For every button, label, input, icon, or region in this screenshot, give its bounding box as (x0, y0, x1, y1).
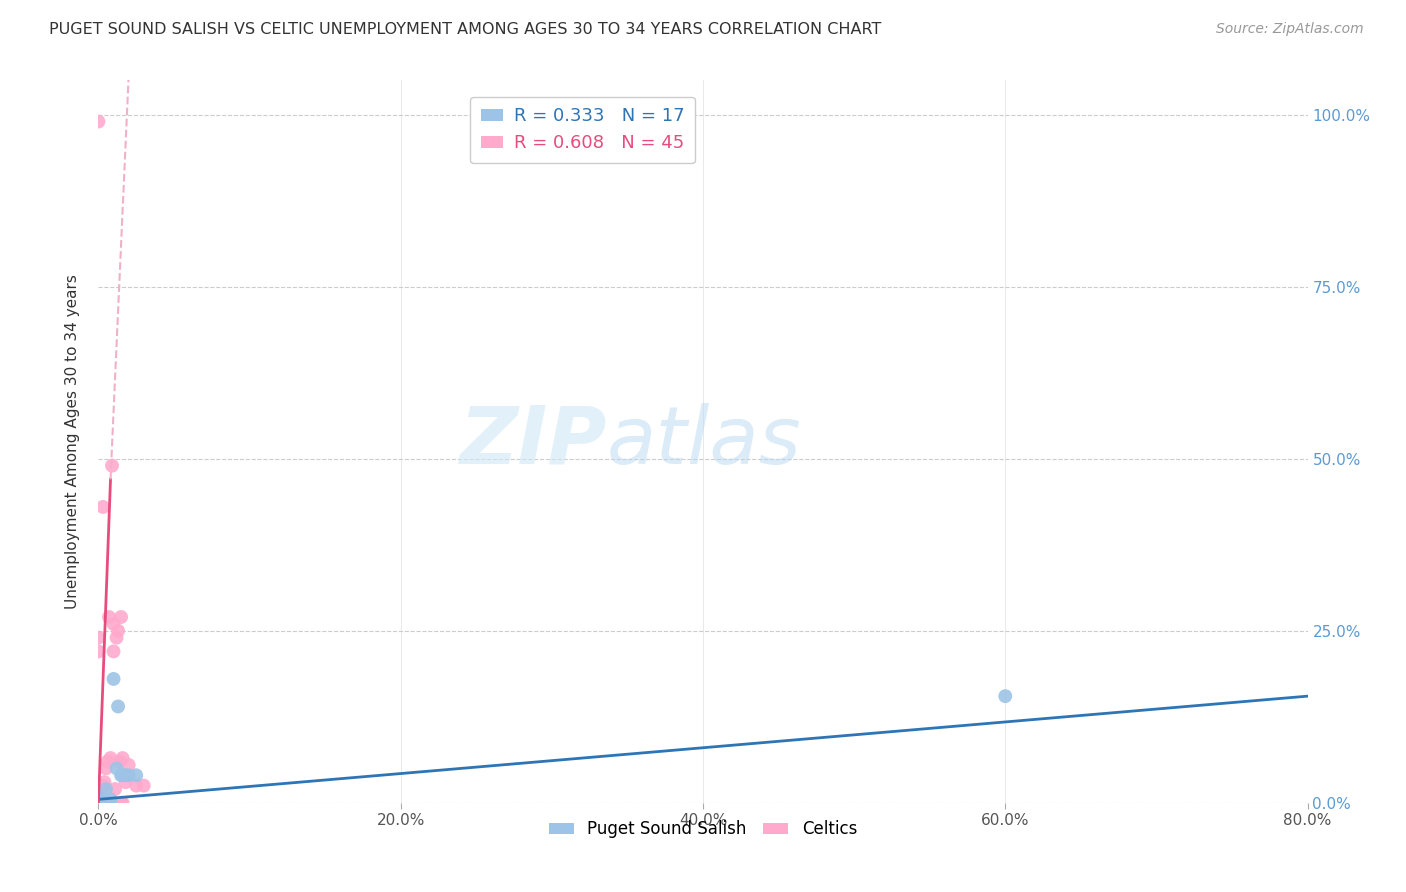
Text: ZIP: ZIP (458, 402, 606, 481)
Point (87, 796, 110, 810)
Point (90, 796, 112, 810)
Point (125, 768, 148, 782)
Point (105, 761, 128, 775)
Point (103, 616, 125, 631)
Point (87, 796, 110, 810)
Point (111, 768, 134, 782)
Point (111, 751, 134, 765)
Point (100, 751, 122, 765)
Point (107, 624, 129, 638)
Point (87, 792, 110, 806)
Point (114, 768, 136, 782)
Point (96, 796, 118, 810)
Point (91, 500, 114, 514)
Point (87, 796, 110, 810)
Point (110, 610, 132, 624)
Point (100, 792, 122, 806)
Point (98, 610, 121, 624)
Point (101, 796, 124, 810)
Point (994, 689, 1017, 703)
Point (132, 779, 155, 793)
Point (93, 775, 115, 789)
Point (103, 644, 125, 658)
Text: Source: ZipAtlas.com: Source: ZipAtlas.com (1216, 22, 1364, 37)
Point (89, 782, 111, 797)
Point (87, 114, 110, 128)
Point (114, 775, 136, 789)
Point (100, 796, 122, 810)
Point (103, 796, 125, 810)
Point (87, 631, 110, 645)
Point (108, 755, 131, 769)
Point (103, 796, 125, 810)
Point (118, 768, 141, 782)
Point (87, 796, 110, 810)
Point (100, 796, 122, 810)
Point (93, 796, 115, 810)
Point (94, 796, 117, 810)
Y-axis label: Unemployment Among Ages 30 to 34 years: Unemployment Among Ages 30 to 34 years (65, 274, 80, 609)
Text: atlas: atlas (606, 402, 801, 481)
Legend: Puget Sound Salish, Celtics: Puget Sound Salish, Celtics (543, 814, 863, 845)
Point (94, 761, 117, 775)
Point (89, 796, 111, 810)
Point (87, 644, 110, 658)
Point (111, 796, 134, 810)
Point (118, 758, 141, 772)
Point (98, 796, 121, 810)
Point (107, 699, 129, 714)
Point (91, 792, 114, 806)
Point (101, 458, 124, 473)
Point (87, 792, 110, 806)
Point (98, 796, 121, 810)
Point (91, 796, 114, 810)
Point (87, 796, 110, 810)
Point (110, 768, 132, 782)
Point (125, 779, 148, 793)
Point (105, 631, 128, 645)
Point (87, 796, 110, 810)
Point (104, 782, 127, 797)
Point (103, 672, 125, 686)
Point (94, 782, 117, 797)
Point (110, 796, 132, 810)
Point (91, 796, 114, 810)
Point (91, 779, 114, 793)
Point (90, 782, 112, 797)
Point (96, 755, 118, 769)
Point (89, 796, 111, 810)
Text: PUGET SOUND SALISH VS CELTIC UNEMPLOYMENT AMONG AGES 30 TO 34 YEARS CORRELATION : PUGET SOUND SALISH VS CELTIC UNEMPLOYMEN… (49, 22, 882, 37)
